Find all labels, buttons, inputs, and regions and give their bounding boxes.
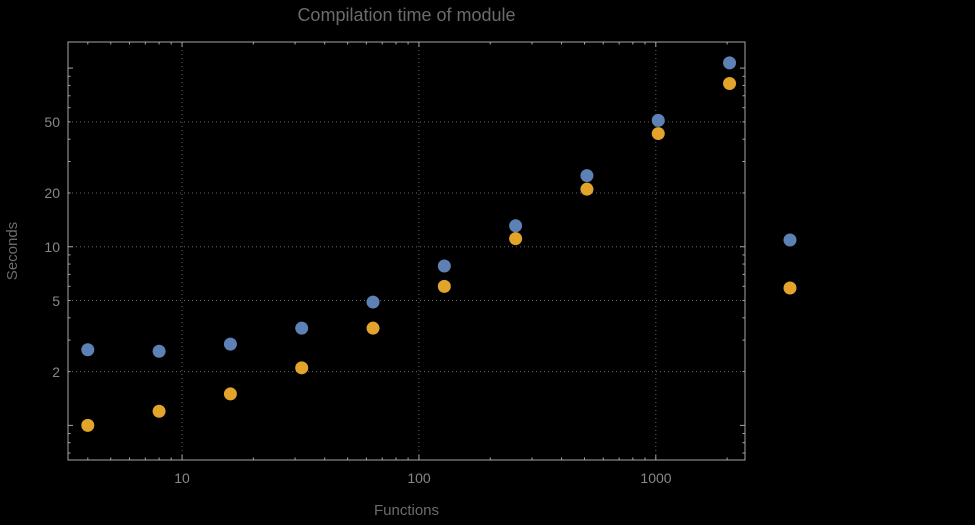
data-point-series-1-blue <box>81 343 95 357</box>
y-tick-label: 20 <box>44 185 60 201</box>
data-point-series-1-blue <box>223 337 237 351</box>
data-point-series-1-blue <box>152 344 166 358</box>
legend-marker-series-1 <box>783 233 797 247</box>
data-point-series-1-blue <box>366 295 380 309</box>
data-point-series-1-blue <box>295 321 309 335</box>
chart-title: Compilation time of module <box>297 5 516 25</box>
x-tick-label: 100 <box>407 470 431 486</box>
data-point-series-1-blue <box>509 219 523 233</box>
y-tick-label: 5 <box>52 293 60 309</box>
data-point-series-2-orange <box>651 127 665 141</box>
data-point-series-1-blue <box>580 169 594 183</box>
data-point-series-2-orange <box>152 404 166 418</box>
data-point-series-2-orange <box>509 232 523 246</box>
data-point-series-1-blue <box>437 259 451 273</box>
y-tick-label: 10 <box>44 239 60 255</box>
plot-frame <box>67 41 746 461</box>
x-tick-label: 10 <box>174 470 190 486</box>
legend-marker-series-2 <box>783 281 797 295</box>
data-point-series-2-orange <box>223 387 237 401</box>
y-tick-label: 2 <box>52 364 60 380</box>
data-point-series-2-orange <box>723 76 737 90</box>
data-point-series-2-orange <box>295 361 309 375</box>
y-tick-label: 50 <box>44 114 60 130</box>
data-point-series-2-orange <box>81 418 95 432</box>
data-point-series-2-orange <box>437 279 451 293</box>
x-tick-label: 1000 <box>640 470 672 486</box>
data-point-series-1-blue <box>723 56 737 70</box>
data-point-series-2-orange <box>366 321 380 335</box>
data-point-series-1-blue <box>651 113 665 127</box>
x-axis-label: Functions <box>373 502 440 519</box>
data-point-series-2-orange <box>580 182 594 196</box>
